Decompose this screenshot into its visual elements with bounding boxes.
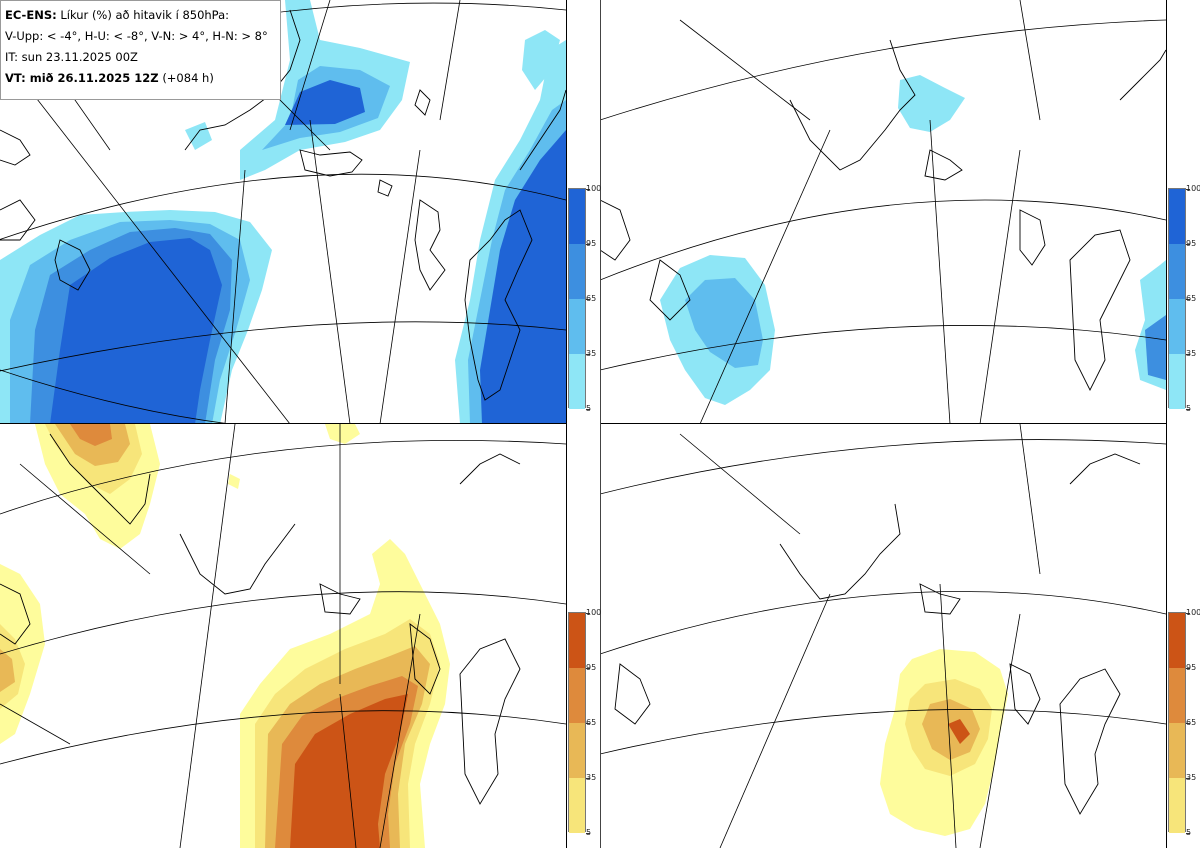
- colorbar-tick-label: 100: [586, 608, 602, 617]
- colorbar-tick: [586, 299, 590, 300]
- vertical-divider-left: [566, 0, 567, 848]
- panel-edge: [600, 0, 601, 848]
- colorbar-tick: [586, 668, 590, 669]
- probability-field: [880, 649, 1008, 836]
- map-panel-cold-8: [600, 0, 1166, 424]
- colorbar-tick: [1186, 668, 1190, 669]
- colorbar-tick: [1186, 409, 1190, 410]
- graticule: [600, 0, 1166, 424]
- coastlines: [0, 433, 521, 805]
- colorbar-band: [569, 778, 585, 833]
- colorbar-tick: [1186, 189, 1190, 190]
- colorbar-band: [569, 668, 585, 723]
- map-canvas: [600, 0, 1166, 424]
- colorbar-tick-label: 5: [1186, 828, 1192, 837]
- colorbar-tick-label: 100: [1186, 608, 1200, 617]
- colorbar-tick-label: 95: [586, 663, 597, 672]
- product-label: EC-ENS:: [5, 8, 57, 22]
- colorbar-tick-label: 35: [586, 773, 597, 782]
- probability-field: [0, 0, 566, 424]
- colorbar-tick-label: 5: [586, 828, 592, 837]
- colorbar-orange-left: 100 95 65 35 5: [568, 609, 601, 837]
- horizontal-divider-left: [0, 423, 567, 424]
- horizontal-divider-right: [600, 423, 1167, 424]
- colorbar-tick-label: 5: [1186, 404, 1192, 413]
- map-canvas: [0, 424, 566, 848]
- colorbar-tick-label: 65: [1186, 718, 1197, 727]
- colorbar-band: [1169, 778, 1185, 833]
- colorbar-tick: [586, 189, 590, 190]
- colorbar-tick-label: 95: [1186, 239, 1197, 248]
- colorbar-band: [569, 354, 585, 409]
- vertical-divider-right: [1166, 0, 1167, 848]
- valid-time: VT: mið 26.11.2025 12Z: [5, 71, 159, 85]
- colorbar-tick: [586, 723, 590, 724]
- colorbar-tick: [586, 778, 590, 779]
- colorbar-tick-label: 35: [1186, 773, 1197, 782]
- colorbar-band: [569, 189, 585, 244]
- colorbar-tick-label: 35: [586, 349, 597, 358]
- map-canvas: [600, 424, 1166, 848]
- colorbar-tick: [586, 409, 590, 410]
- probability-field: [660, 75, 1166, 405]
- graticule: [0, 424, 566, 848]
- colorbar-band: [1169, 723, 1185, 778]
- probability-field: [0, 424, 450, 848]
- coastlines: [0, 9, 566, 401]
- colorbar-band: [569, 723, 585, 778]
- colorbar-tick: [586, 244, 590, 245]
- colorbar-tick-label: 65: [1186, 294, 1197, 303]
- colorbar-tick: [586, 833, 590, 834]
- colorbar-tick-label: 95: [1186, 663, 1197, 672]
- colorbar-tick: [586, 354, 590, 355]
- map-canvas: [0, 0, 566, 424]
- coastlines: [614, 453, 1141, 815]
- colorbar-band: [569, 299, 585, 354]
- colorbar-tick: [1186, 354, 1190, 355]
- colorbar-tick: [1186, 833, 1190, 834]
- colorbar-band: [1169, 668, 1185, 723]
- colorbar-orange-right: 100 95 65 35 5: [1168, 609, 1200, 837]
- colorbar-tick: [586, 613, 590, 614]
- colorbar-band: [569, 244, 585, 299]
- colorbar-tick-label: 35: [1186, 349, 1197, 358]
- colorbar-band: [1169, 189, 1185, 244]
- coastlines: [600, 39, 1166, 392]
- colorbar-tick-label: 100: [586, 184, 602, 193]
- colorbar-band: [1169, 613, 1185, 668]
- colorbar-band: [1169, 354, 1185, 409]
- initial-time: IT: sun 23.11.2025 00Z: [5, 50, 138, 64]
- graticule: [600, 424, 1166, 848]
- colorbar-tick-label: 95: [586, 239, 597, 248]
- colorbar-blue-right: 100 95 65 35 5: [1168, 185, 1200, 413]
- map-panel-cold-4: EC-ENS: Líkur (%) að hitavik í 850hPa: V…: [0, 0, 566, 424]
- colorbar-tick: [1186, 613, 1190, 614]
- product-description: Líkur (%) að hitavik í 850hPa:: [60, 8, 230, 22]
- colorbar-tick-label: 65: [586, 294, 597, 303]
- thresholds-line: V-Upp: < -4°, H-U: < -8°, V-N: > 4°, H-N…: [5, 29, 268, 43]
- lead-time: (+084 h): [162, 71, 214, 85]
- map-panel-warm-8: [600, 424, 1166, 848]
- colorbar-tick-label: 100: [1186, 184, 1200, 193]
- colorbar-tick: [1186, 778, 1190, 779]
- colorbar-tick-label: 5: [586, 404, 592, 413]
- map-panel-warm-4: [0, 424, 566, 848]
- colorbar-tick-label: 65: [586, 718, 597, 727]
- info-box: EC-ENS: Líkur (%) að hitavik í 850hPa: V…: [0, 0, 281, 100]
- colorbar-tick: [1186, 244, 1190, 245]
- colorbar-band: [1169, 244, 1185, 299]
- colorbar-band: [1169, 299, 1185, 354]
- colorbar-band: [569, 613, 585, 668]
- valid-time-line: VT: mið 26.11.2025 12Z (+084 h): [5, 68, 276, 89]
- colorbar-blue-left: 100 95 65 35 5: [568, 185, 601, 413]
- colorbar-tick: [1186, 723, 1190, 724]
- product-line: EC-ENS: Líkur (%) að hitavik í 850hPa:: [5, 5, 276, 26]
- colorbar-tick: [1186, 299, 1190, 300]
